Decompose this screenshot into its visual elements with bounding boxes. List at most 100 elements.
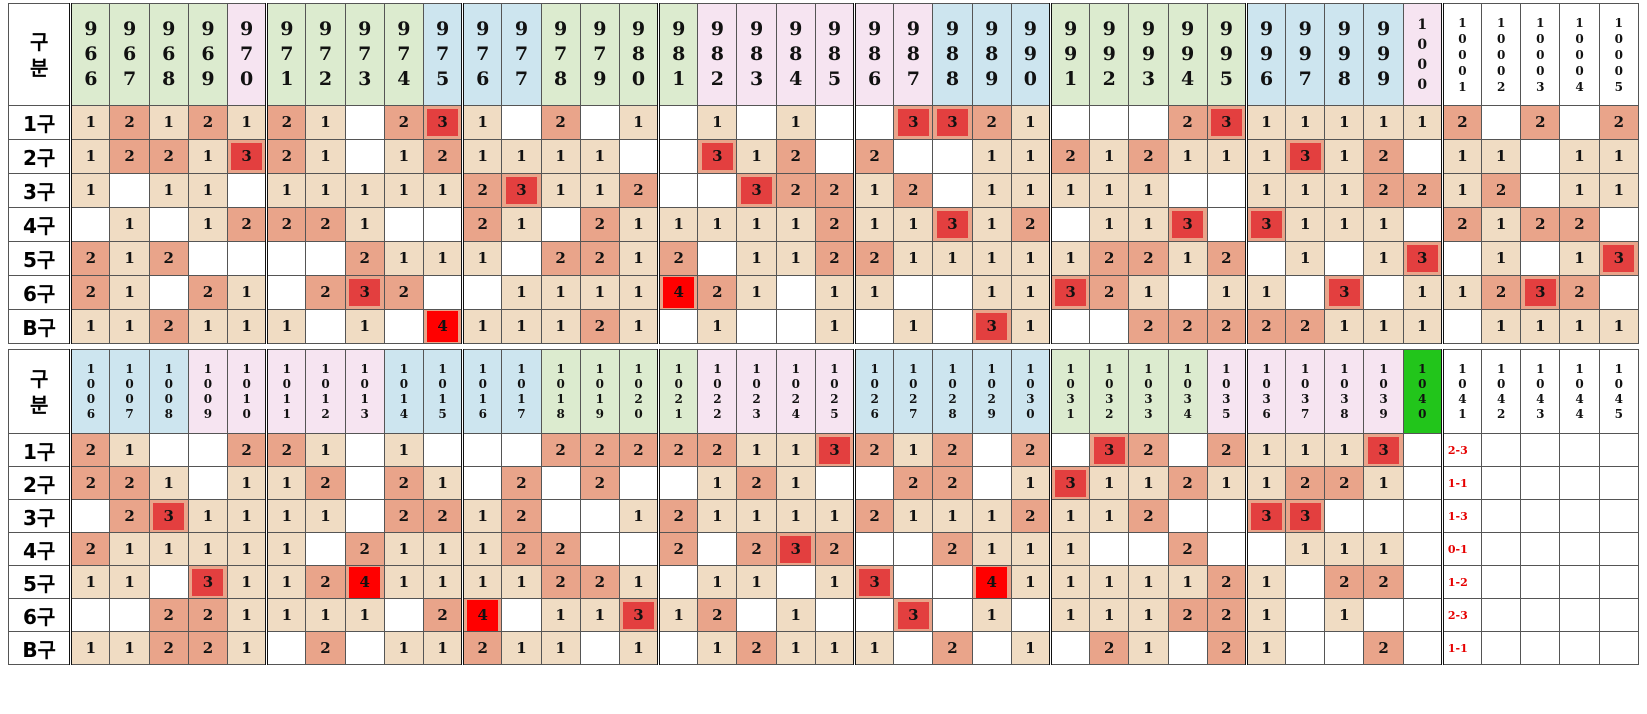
count-chip: 1 xyxy=(741,245,773,272)
count-chip: 1 xyxy=(1132,211,1164,238)
grid-cell: 1 xyxy=(501,207,542,242)
header-digit: 4 xyxy=(1183,406,1192,421)
count-chip: 3 xyxy=(1093,436,1125,464)
header-digit: 2 xyxy=(318,68,333,90)
count-chip: 1 xyxy=(1564,143,1596,170)
grid-cell xyxy=(461,433,503,467)
grid-cell: 1 xyxy=(971,532,1012,566)
count-chip: 1 xyxy=(505,568,537,596)
grid-cell: 1 xyxy=(1324,105,1365,140)
header-digit: 1 xyxy=(1536,361,1545,376)
header-digit: 7 xyxy=(593,43,607,65)
count-chip: 1 xyxy=(701,469,733,497)
count-chip: 2 xyxy=(349,245,381,272)
count-chip: 1 xyxy=(741,568,773,596)
count-chip: 2 xyxy=(584,313,616,340)
grid-cell xyxy=(1048,433,1091,467)
result-cell: 1-1 xyxy=(1440,631,1483,665)
grid-cell: 1 xyxy=(775,631,816,665)
grid-cell: 2 xyxy=(148,631,189,665)
draw-number-header: 9 6 9 xyxy=(187,3,229,106)
header-digit: 0 xyxy=(86,376,96,391)
grid-cell: 2 xyxy=(814,173,856,208)
count-chip: 2 xyxy=(388,279,420,306)
grid-cell: 2 xyxy=(1363,631,1404,665)
grid-cell: 2 xyxy=(344,532,385,566)
header-digit: 4 xyxy=(1418,391,1427,406)
grid-cell xyxy=(893,565,934,599)
header-digit: 4 xyxy=(1458,391,1467,406)
header-digit: 0 xyxy=(1458,63,1467,78)
header-digit: 6 xyxy=(870,406,879,421)
count-chip: 1 xyxy=(584,143,616,170)
count-chip: 3 xyxy=(231,143,263,170)
grid-cell: 2 xyxy=(1128,499,1169,533)
grid-cell: 2 xyxy=(1324,466,1365,500)
header-digit: 5 xyxy=(1222,406,1231,421)
count-chip: 2 xyxy=(467,177,499,204)
count-chip: 1 xyxy=(976,535,1008,563)
count-chip: 2 xyxy=(663,436,695,464)
header-digit: 1 xyxy=(1301,361,1310,376)
header-digit: 1 xyxy=(595,391,604,406)
header-digit: 1 xyxy=(556,391,565,406)
count-chip: 2 xyxy=(1524,211,1556,238)
count-chip: 1 xyxy=(388,568,420,596)
count-chip: 1 xyxy=(1093,502,1125,530)
draw-number-header: 9 8 1 xyxy=(657,3,699,106)
count-chip: 1 xyxy=(271,601,303,629)
grid-cell: 1 xyxy=(1206,275,1247,310)
count-chip: 1 xyxy=(231,109,263,136)
grid-cell: 2 xyxy=(305,565,346,599)
grid-cell: 1 xyxy=(109,565,150,599)
count-chip: 2 xyxy=(505,535,537,563)
grid-cell: 1 xyxy=(344,309,385,344)
grid-cell: 1 xyxy=(1048,499,1091,533)
count-chip: 1 xyxy=(976,143,1008,170)
grid-cell: 2 xyxy=(1481,275,1522,310)
grid-cell xyxy=(1167,433,1208,467)
grid-cell: 2 xyxy=(540,433,581,467)
count-chip: 1 xyxy=(545,601,577,629)
header-digit: 4 xyxy=(1614,391,1623,406)
header-digit: 8 xyxy=(710,43,724,65)
grid-cell xyxy=(1363,499,1404,533)
header-digit: 2 xyxy=(1105,406,1114,421)
count-chip: 1 xyxy=(701,568,733,596)
grid-cell: 2 xyxy=(540,565,581,599)
grid-cell: 2 xyxy=(697,275,738,310)
grid-cell: 3 xyxy=(501,173,542,208)
count-chip: 1 xyxy=(1289,177,1321,204)
grid-cell: 3 xyxy=(814,433,856,467)
grid-cell: 2 xyxy=(305,631,346,665)
grid-cell: 1 xyxy=(1244,433,1287,467)
count-chip: 1 xyxy=(1328,177,1360,204)
count-chip: 1 xyxy=(1014,634,1046,662)
grid-cell xyxy=(1363,598,1404,632)
count-chip: 3 xyxy=(1055,279,1087,306)
count-chip: 1 xyxy=(545,143,577,170)
grid-cell xyxy=(1206,173,1247,208)
header-digit: 9 xyxy=(749,18,764,40)
count-chip: 1 xyxy=(75,177,107,204)
grid-cell: 2 xyxy=(1363,565,1404,599)
count-chip: 1 xyxy=(623,313,655,340)
count-chip: 1 xyxy=(780,436,812,464)
grid-cell: 1 xyxy=(422,173,464,208)
header-digit: 9 xyxy=(122,18,137,40)
count-chip: 4 xyxy=(663,277,695,308)
count-chip: 1 xyxy=(153,177,185,204)
count-chip: 3 xyxy=(780,535,812,563)
grid-cell: 3 xyxy=(1048,466,1091,500)
count-chip: 2 xyxy=(75,535,107,563)
grid-cell xyxy=(1440,241,1483,276)
grid-cell xyxy=(1402,598,1443,632)
grid-cell: 1 xyxy=(501,565,542,599)
grid-cell: 1 xyxy=(971,499,1012,533)
header-digit: 1 xyxy=(242,361,251,376)
count-chip: 1 xyxy=(388,245,420,272)
header-digit: 0 xyxy=(1023,68,1037,90)
